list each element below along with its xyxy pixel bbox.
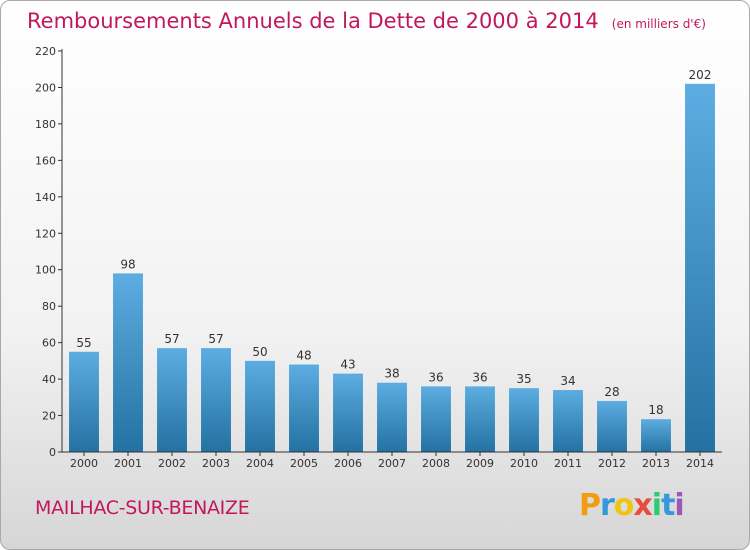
bar-2012	[597, 400, 627, 452]
y-tick-label: 160	[35, 154, 56, 167]
title-unit: (en milliers d'€)	[611, 17, 706, 31]
x-tick-label: 2006	[334, 457, 362, 470]
y-tick-label: 220	[35, 45, 56, 58]
bar-value-label: 18	[648, 403, 663, 417]
x-tick-label: 2004	[246, 457, 274, 470]
y-tick-label: 0	[49, 446, 56, 459]
logo-letter: P	[579, 488, 601, 523]
bar-2004	[245, 360, 275, 452]
bar-2003	[201, 348, 231, 452]
y-tick-label: 20	[42, 410, 56, 423]
bar-value-label: 202	[689, 68, 712, 82]
logo-letter: i	[651, 488, 662, 523]
bar-2009	[465, 386, 495, 452]
bar-2014	[685, 83, 715, 453]
x-axis: 2000 2001 2002 2003 2004 2005 2006 2007 2008 2009…	[62, 451, 722, 470]
bar-value-label: 36	[428, 370, 443, 384]
logo-letter: x	[633, 488, 652, 523]
bar-2010	[509, 388, 539, 452]
bar-2011	[553, 390, 583, 452]
bar-2007	[377, 382, 407, 452]
y-tick-label: 100	[35, 264, 56, 277]
x-tick-label: 2012	[598, 457, 626, 470]
bar-2006	[333, 373, 363, 452]
bar-2000	[69, 351, 99, 452]
bar-value-label: 50	[252, 345, 267, 359]
bar-value-label: 34	[560, 374, 575, 388]
y-tick-label: 80	[42, 300, 56, 313]
y-tick-label: 140	[35, 191, 56, 204]
bar-value-label: 57	[164, 332, 179, 346]
x-tick-label: 2010	[510, 457, 538, 470]
x-tick-label: 2001	[114, 457, 142, 470]
bar-value-label: 48	[296, 349, 311, 363]
y-tick-label: 180	[35, 118, 56, 131]
title-text: Remboursements Annuels de la Dette de 20…	[27, 9, 599, 33]
x-tick-label: 2009	[466, 457, 494, 470]
bar-value-label: 35	[516, 372, 531, 386]
bar-2008	[421, 386, 451, 452]
bar-2001	[113, 273, 143, 452]
bar-value-label: 57	[208, 332, 223, 346]
logo-letter: o	[613, 488, 635, 523]
y-axis: 0 20 40 60 80 100 120 140 160 180 200 220	[35, 45, 63, 459]
x-tick-label: 2003	[202, 457, 230, 470]
proxiti-logo: Proxiti	[579, 488, 685, 523]
chart-title: Remboursements Annuels de la Dette de 20…	[27, 9, 706, 33]
x-tick-label: 2005	[290, 457, 318, 470]
x-tick-label: 2013	[642, 457, 670, 470]
bar-value-label: 36	[472, 370, 487, 384]
x-tick-label: 2002	[158, 457, 186, 470]
bar-value-label: 98	[120, 257, 135, 271]
bar-value-label: 38	[384, 367, 399, 381]
logo-letter: r	[600, 488, 615, 523]
x-tick-label: 2011	[554, 457, 582, 470]
y-tick-label: 120	[35, 227, 56, 240]
logo-letter: i	[674, 488, 684, 523]
commune-name: MAILHAC-SUR-BENAIZE	[35, 497, 250, 519]
x-tick-label: 2014	[686, 457, 714, 470]
y-tick-label: 40	[42, 373, 56, 386]
bar-2002	[157, 348, 187, 452]
bars: 55 98 57 57 50 48 43 38 36 36 35 34 28 18 202	[69, 68, 715, 453]
x-tick-label: 2007	[378, 457, 406, 470]
bar-value-label: 43	[340, 358, 355, 372]
x-tick-label: 2000	[70, 457, 98, 470]
bar-2005	[289, 364, 319, 452]
bar-value-label: 55	[76, 336, 91, 350]
y-tick-label: 200	[35, 81, 56, 94]
logo-letter: t	[661, 488, 675, 523]
x-tick-label: 2008	[422, 457, 450, 470]
bar-value-label: 28	[604, 385, 619, 399]
y-tick-label: 60	[42, 337, 56, 350]
bar-2013	[641, 419, 671, 452]
